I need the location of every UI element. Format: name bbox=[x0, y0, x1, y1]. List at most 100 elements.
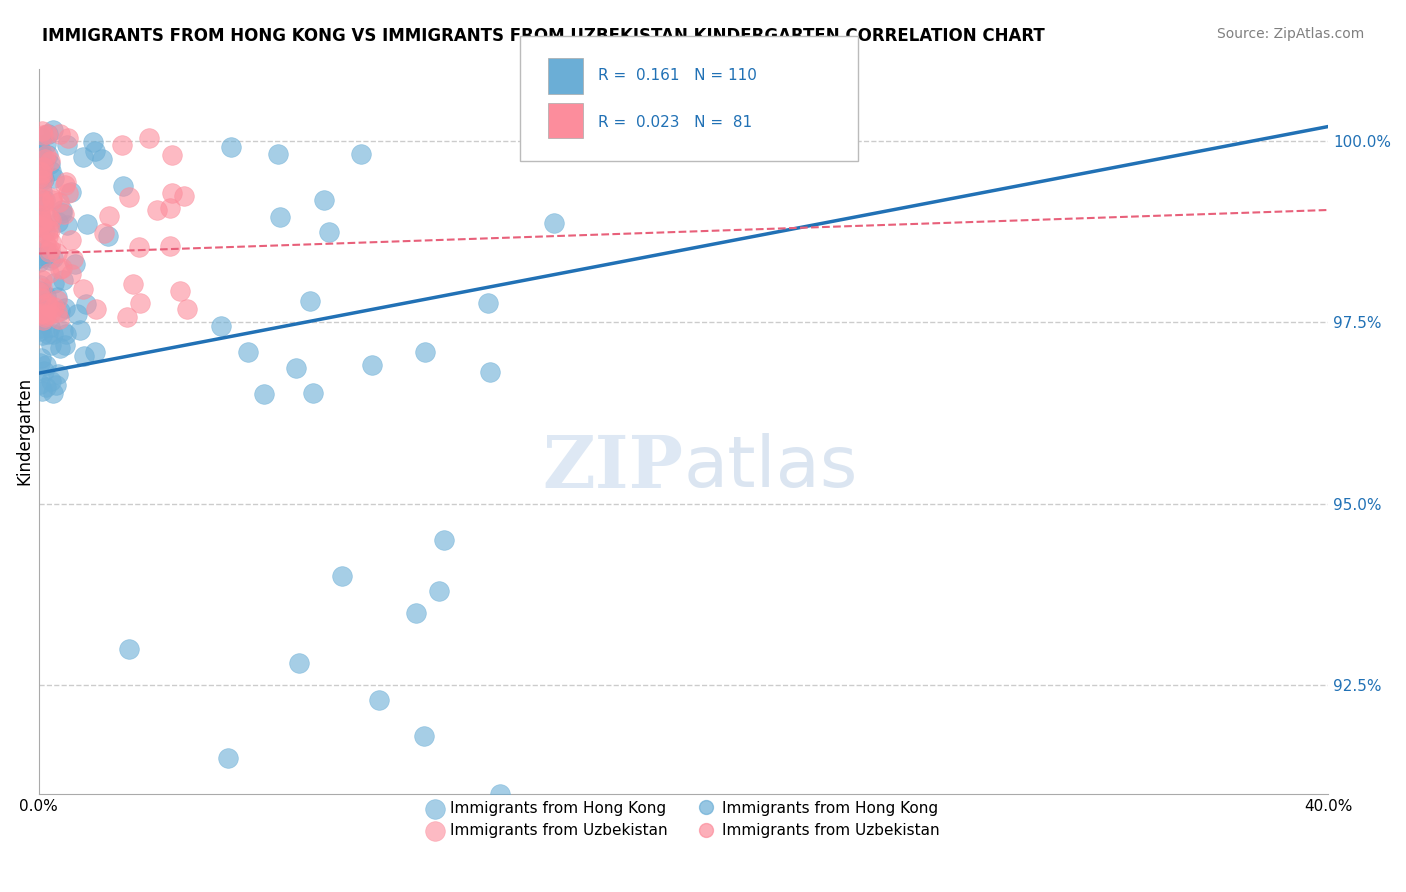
Immigrants from Uzbekistan bbox=[35, 308, 58, 322]
Immigrants from Uzbekistan bbox=[31, 217, 53, 231]
Immigrants from Hong Kong bbox=[30, 145, 52, 159]
Immigrants from Hong Kong bbox=[49, 303, 72, 318]
Immigrants from Hong Kong bbox=[30, 199, 52, 213]
Immigrants from Uzbekistan bbox=[38, 299, 60, 313]
Immigrants from Uzbekistan bbox=[46, 293, 69, 307]
Immigrants from Uzbekistan bbox=[31, 193, 53, 207]
Immigrants from Hong Kong bbox=[31, 171, 53, 186]
Immigrants from Hong Kong bbox=[56, 218, 79, 232]
Immigrants from Hong Kong bbox=[42, 326, 65, 341]
Immigrants from Uzbekistan bbox=[30, 179, 52, 194]
Immigrants from Hong Kong bbox=[46, 290, 69, 304]
Immigrants from Uzbekistan bbox=[55, 176, 77, 190]
Text: R =  0.023   N =  81: R = 0.023 N = 81 bbox=[598, 115, 752, 129]
Immigrants from Uzbekistan bbox=[145, 202, 167, 217]
Immigrants from Uzbekistan bbox=[48, 311, 70, 326]
Immigrants from Uzbekistan bbox=[49, 262, 72, 277]
Immigrants from Uzbekistan bbox=[30, 308, 52, 322]
Immigrants from Hong Kong bbox=[31, 169, 53, 183]
Immigrants from Uzbekistan bbox=[41, 194, 63, 208]
Immigrants from Hong Kong bbox=[34, 193, 56, 207]
Immigrants from Uzbekistan bbox=[30, 291, 52, 305]
Immigrants from Hong Kong bbox=[39, 338, 62, 352]
Immigrants from Hong Kong bbox=[543, 216, 565, 230]
Immigrants from Hong Kong bbox=[51, 206, 73, 220]
Immigrants from Hong Kong bbox=[31, 313, 53, 327]
Immigrants from Uzbekistan bbox=[39, 154, 62, 169]
Immigrants from Hong Kong bbox=[35, 359, 58, 373]
Immigrants from Hong Kong bbox=[28, 377, 51, 392]
Immigrants from Hong Kong bbox=[42, 386, 65, 401]
Immigrants from Uzbekistan bbox=[34, 152, 56, 166]
Immigrants from Uzbekistan bbox=[59, 267, 82, 281]
Immigrants from Uzbekistan bbox=[128, 240, 150, 254]
Immigrants from Hong Kong bbox=[288, 657, 311, 671]
Immigrants from Hong Kong bbox=[30, 301, 52, 316]
Immigrants from Hong Kong bbox=[30, 351, 52, 365]
Immigrants from Hong Kong bbox=[53, 338, 76, 352]
Immigrants from Uzbekistan bbox=[62, 252, 84, 267]
Immigrants from Hong Kong bbox=[318, 225, 340, 239]
Immigrants from Uzbekistan bbox=[30, 164, 52, 178]
Immigrants from Hong Kong bbox=[52, 273, 75, 287]
Immigrants from Uzbekistan bbox=[38, 244, 60, 259]
Immigrants from Uzbekistan bbox=[159, 201, 181, 215]
Immigrants from Hong Kong bbox=[415, 344, 437, 359]
Immigrants from Hong Kong bbox=[51, 202, 73, 217]
Immigrants from Uzbekistan bbox=[39, 235, 62, 250]
Immigrants from Uzbekistan bbox=[176, 301, 198, 316]
Immigrants from Uzbekistan bbox=[169, 284, 191, 298]
Immigrants from Hong Kong bbox=[266, 147, 288, 161]
Immigrants from Hong Kong bbox=[42, 276, 65, 290]
Immigrants from Hong Kong bbox=[117, 641, 139, 656]
Text: R =  0.161   N = 110: R = 0.161 N = 110 bbox=[598, 69, 756, 83]
Immigrants from Uzbekistan bbox=[31, 306, 53, 320]
Immigrants from Uzbekistan bbox=[72, 281, 94, 295]
Immigrants from Hong Kong bbox=[28, 284, 51, 298]
Immigrants from Hong Kong bbox=[31, 328, 53, 343]
Immigrants from Hong Kong bbox=[30, 321, 52, 335]
Immigrants from Hong Kong bbox=[32, 244, 55, 258]
Immigrants from Hong Kong bbox=[32, 219, 55, 233]
Immigrants from Hong Kong bbox=[30, 129, 52, 144]
Immigrants from Hong Kong bbox=[489, 787, 512, 801]
Immigrants from Uzbekistan bbox=[38, 211, 60, 226]
Immigrants from Hong Kong bbox=[412, 729, 434, 743]
Immigrants from Uzbekistan bbox=[48, 194, 70, 209]
Immigrants from Uzbekistan bbox=[111, 138, 134, 153]
Immigrants from Hong Kong bbox=[32, 302, 55, 317]
Immigrants from Hong Kong bbox=[39, 157, 62, 171]
Immigrants from Hong Kong bbox=[48, 341, 70, 355]
Immigrants from Uzbekistan bbox=[51, 260, 73, 275]
Immigrants from Hong Kong bbox=[28, 277, 51, 292]
Immigrants from Uzbekistan bbox=[28, 170, 51, 185]
Immigrants from Uzbekistan bbox=[30, 208, 52, 222]
Immigrants from Uzbekistan bbox=[28, 285, 51, 299]
Immigrants from Hong Kong bbox=[72, 150, 94, 164]
Immigrants from Uzbekistan bbox=[84, 301, 107, 316]
Immigrants from Uzbekistan bbox=[160, 186, 183, 201]
Immigrants from Uzbekistan bbox=[93, 226, 115, 240]
Immigrants from Uzbekistan bbox=[32, 195, 55, 210]
Immigrants from Hong Kong bbox=[38, 320, 60, 334]
Immigrants from Uzbekistan bbox=[117, 310, 139, 325]
Immigrants from Hong Kong bbox=[28, 208, 51, 222]
Immigrants from Uzbekistan bbox=[38, 267, 60, 281]
Immigrants from Uzbekistan bbox=[39, 242, 62, 256]
Immigrants from Uzbekistan bbox=[118, 189, 141, 203]
Immigrants from Uzbekistan bbox=[98, 209, 121, 223]
Immigrants from Uzbekistan bbox=[30, 214, 52, 228]
Immigrants from Uzbekistan bbox=[138, 131, 160, 145]
Immigrants from Hong Kong bbox=[405, 606, 427, 620]
Immigrants from Hong Kong bbox=[34, 224, 56, 238]
Immigrants from Uzbekistan bbox=[41, 191, 63, 205]
Immigrants from Hong Kong bbox=[301, 385, 323, 400]
Immigrants from Hong Kong bbox=[478, 365, 501, 379]
Immigrants from Hong Kong bbox=[285, 360, 308, 375]
Immigrants from Hong Kong bbox=[427, 583, 450, 598]
Immigrants from Uzbekistan bbox=[34, 310, 56, 325]
Immigrants from Hong Kong bbox=[312, 193, 335, 207]
Immigrants from Hong Kong bbox=[32, 364, 55, 378]
Text: Source: ZipAtlas.com: Source: ZipAtlas.com bbox=[1216, 27, 1364, 41]
Immigrants from Hong Kong bbox=[82, 135, 104, 149]
